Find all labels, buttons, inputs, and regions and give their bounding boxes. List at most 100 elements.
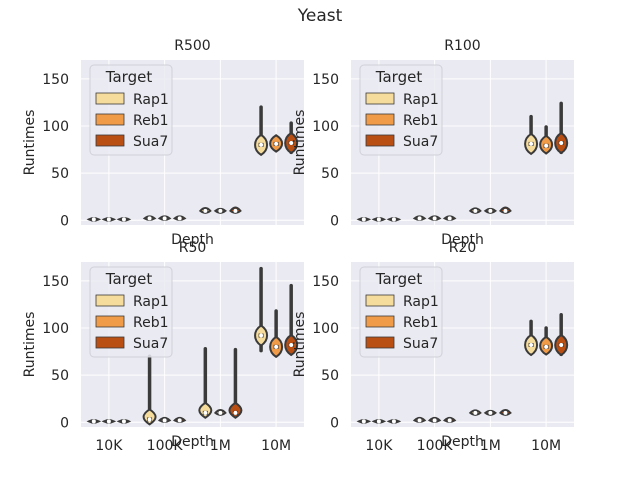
y-tick-label-r50: 0: [60, 415, 69, 431]
violin-median-r20-rap1: [417, 418, 422, 423]
violin-r50-sua7: [228, 401, 243, 419]
violin-median-r20-reb1: [544, 344, 549, 349]
figure-title: Yeast: [297, 6, 343, 26]
violin-median-r500-rap1: [203, 208, 208, 213]
legend-swatch-r500-rap1: [95, 92, 125, 105]
violin-median-r500-rap1: [91, 217, 96, 222]
x-tick-label-r50: 10K: [95, 438, 123, 454]
legend-swatch-r20-rap1: [365, 294, 395, 307]
y-tick-label-r500: 100: [42, 119, 69, 135]
legend-label-r50-rap1: Rap1: [133, 294, 169, 310]
violin-median-r50-reb1: [106, 419, 111, 424]
y-tick-label-r20: 50: [321, 368, 339, 384]
violin-median-r100-sua7: [391, 217, 396, 222]
violin-median-r100-reb1: [432, 216, 437, 221]
y-tick-label-r500: 0: [60, 213, 69, 229]
violin-median-r20-rap1: [361, 419, 366, 424]
violin-median-r50-sua7: [121, 419, 126, 424]
y-tick-label-r500: 50: [51, 166, 69, 182]
violin-median-r500-sua7: [121, 217, 126, 222]
violin-r50-rap1: [198, 401, 213, 419]
legend-label-r20-rap1: Rap1: [403, 294, 439, 310]
legend-swatch-r20-sua7: [365, 336, 395, 349]
violin-median-r20-reb1: [432, 418, 437, 423]
y-tick-label-r20: 0: [330, 415, 339, 431]
violin-median-r20-sua7: [503, 410, 508, 415]
violin-median-r50-reb1: [274, 344, 279, 349]
legend-title-r50: Target: [105, 270, 153, 288]
violin-median-r20-reb1: [376, 419, 381, 424]
violin-median-r20-rap1: [529, 342, 534, 347]
legend-swatch-r500-sua7: [95, 134, 125, 147]
x-axis-label-r20: Depth: [441, 434, 484, 450]
legend-label-r500-sua7: Sua7: [133, 134, 168, 150]
x-axis-label-r50: Depth: [171, 434, 214, 450]
legend-swatch-r100-reb1: [365, 113, 395, 126]
x-tick-label-r20: 10K: [365, 438, 393, 454]
violin-median-r100-rap1: [361, 217, 366, 222]
violin-median-r100-reb1: [488, 208, 493, 213]
violin-median-r500-reb1: [274, 141, 279, 146]
violin-median-r100-sua7: [559, 140, 564, 145]
legend-swatch-r100-rap1: [365, 92, 395, 105]
legend-label-r20-sua7: Sua7: [403, 336, 438, 352]
x-tick-label-r20: 100K: [417, 438, 454, 454]
legend-title-r500: Target: [105, 68, 153, 86]
x-axis-label-r500: Depth: [171, 232, 214, 248]
y-axis-label-r100: Runtimes: [292, 110, 308, 176]
y-tick-label-r500: 150: [42, 72, 69, 88]
violin-median-r20-reb1: [488, 410, 493, 415]
violin-median-r50-rap1: [259, 333, 264, 338]
legend-box-r100: [359, 64, 443, 156]
legend-label-r500-rap1: Rap1: [133, 92, 169, 108]
violin-median-r20-sua7: [447, 418, 452, 423]
y-tick-label-r50: 50: [51, 368, 69, 384]
panel-title-r500: R500: [174, 38, 210, 54]
violin-median-r100-rap1: [417, 216, 422, 221]
violin-median-r50-sua7: [233, 410, 238, 415]
legend-title-r20: Target: [375, 270, 423, 288]
x-tick-label-r50: 1M: [210, 438, 231, 454]
violin-median-r50-rap1: [91, 419, 96, 424]
legend-swatch-r50-reb1: [95, 315, 125, 328]
y-tick-label-r100: 100: [312, 119, 339, 135]
violin-median-r100-reb1: [376, 217, 381, 222]
y-tick-label-r50: 150: [42, 274, 69, 290]
violin-median-r20-rap1: [473, 410, 478, 415]
x-tick-label-r20: 10M: [531, 438, 561, 454]
panel-title-r20: R20: [449, 240, 477, 256]
legend-swatch-r500-reb1: [95, 113, 125, 126]
legend-box-r20: [359, 266, 443, 358]
violin-median-r500-sua7: [177, 216, 182, 221]
violin-median-r100-rap1: [473, 208, 478, 213]
violin-median-r100-rap1: [529, 141, 534, 146]
y-tick-label-r50: 100: [42, 321, 69, 337]
violin-r50-rap1: [142, 408, 157, 426]
violin-median-r100-reb1: [544, 143, 549, 148]
violin-median-r500-rap1: [147, 216, 152, 221]
legend-label-r100-sua7: Sua7: [403, 134, 438, 150]
violin-median-r500-reb1: [106, 217, 111, 222]
violin-median-r500-reb1: [218, 208, 223, 213]
legend-swatch-r50-sua7: [95, 336, 125, 349]
y-tick-label-r100: 50: [321, 166, 339, 182]
violin-median-r50-reb1: [162, 418, 167, 423]
y-axis-label-r20: Runtimes: [292, 312, 308, 378]
violin-median-r20-sua7: [391, 419, 396, 424]
violin-median-r50-rap1: [203, 410, 208, 415]
legend-swatch-r50-rap1: [95, 294, 125, 307]
violin-median-r500-sua7: [289, 140, 294, 145]
violin-median-r50-rap1: [147, 417, 152, 422]
legend-label-r500-reb1: Reb1: [133, 113, 169, 129]
legend-label-r100-rap1: Rap1: [403, 92, 439, 108]
y-tick-label-r20: 150: [312, 274, 339, 290]
y-tick-label-r20: 100: [312, 321, 339, 337]
violin-median-r500-sua7: [233, 208, 238, 213]
y-tick-label-r100: 150: [312, 72, 339, 88]
y-axis-label-r50: Runtimes: [22, 312, 38, 378]
legend-swatch-r20-reb1: [365, 315, 395, 328]
legend-label-r20-reb1: Reb1: [403, 315, 439, 331]
violin-median-r20-sua7: [559, 342, 564, 347]
legend-box-r50: [89, 266, 173, 358]
